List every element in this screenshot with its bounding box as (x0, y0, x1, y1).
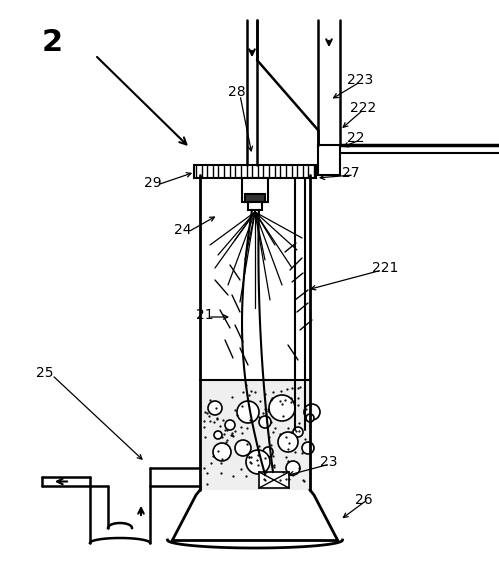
Text: 22: 22 (347, 131, 364, 145)
Circle shape (278, 432, 298, 452)
Circle shape (246, 450, 270, 474)
Circle shape (214, 431, 222, 439)
Circle shape (306, 414, 314, 422)
Bar (245, 194, 265, 202)
Circle shape (293, 427, 303, 437)
Text: 2: 2 (42, 28, 63, 57)
Bar (318, 145, 340, 175)
Text: 25: 25 (36, 366, 53, 380)
Circle shape (225, 420, 235, 430)
Circle shape (259, 416, 271, 428)
Circle shape (286, 461, 300, 475)
Bar (194, 165, 316, 178)
Circle shape (302, 442, 314, 454)
Text: 27: 27 (342, 166, 359, 180)
Text: 24: 24 (174, 223, 192, 237)
Circle shape (235, 440, 251, 456)
Bar (242, 178, 268, 202)
Circle shape (304, 404, 320, 420)
Circle shape (208, 401, 222, 415)
Circle shape (269, 395, 295, 421)
Circle shape (237, 401, 259, 423)
Bar (248, 202, 262, 210)
Text: 221: 221 (372, 261, 398, 275)
Circle shape (263, 447, 273, 457)
Bar (200, 380, 310, 490)
Text: 222: 222 (350, 101, 376, 115)
Text: 29: 29 (144, 176, 162, 190)
Text: 28: 28 (228, 85, 246, 99)
Text: 21: 21 (196, 308, 214, 322)
Text: 26: 26 (355, 493, 373, 507)
Bar (259, 472, 289, 488)
Text: 223: 223 (347, 73, 373, 87)
Text: 23: 23 (320, 455, 337, 469)
Circle shape (213, 443, 231, 461)
